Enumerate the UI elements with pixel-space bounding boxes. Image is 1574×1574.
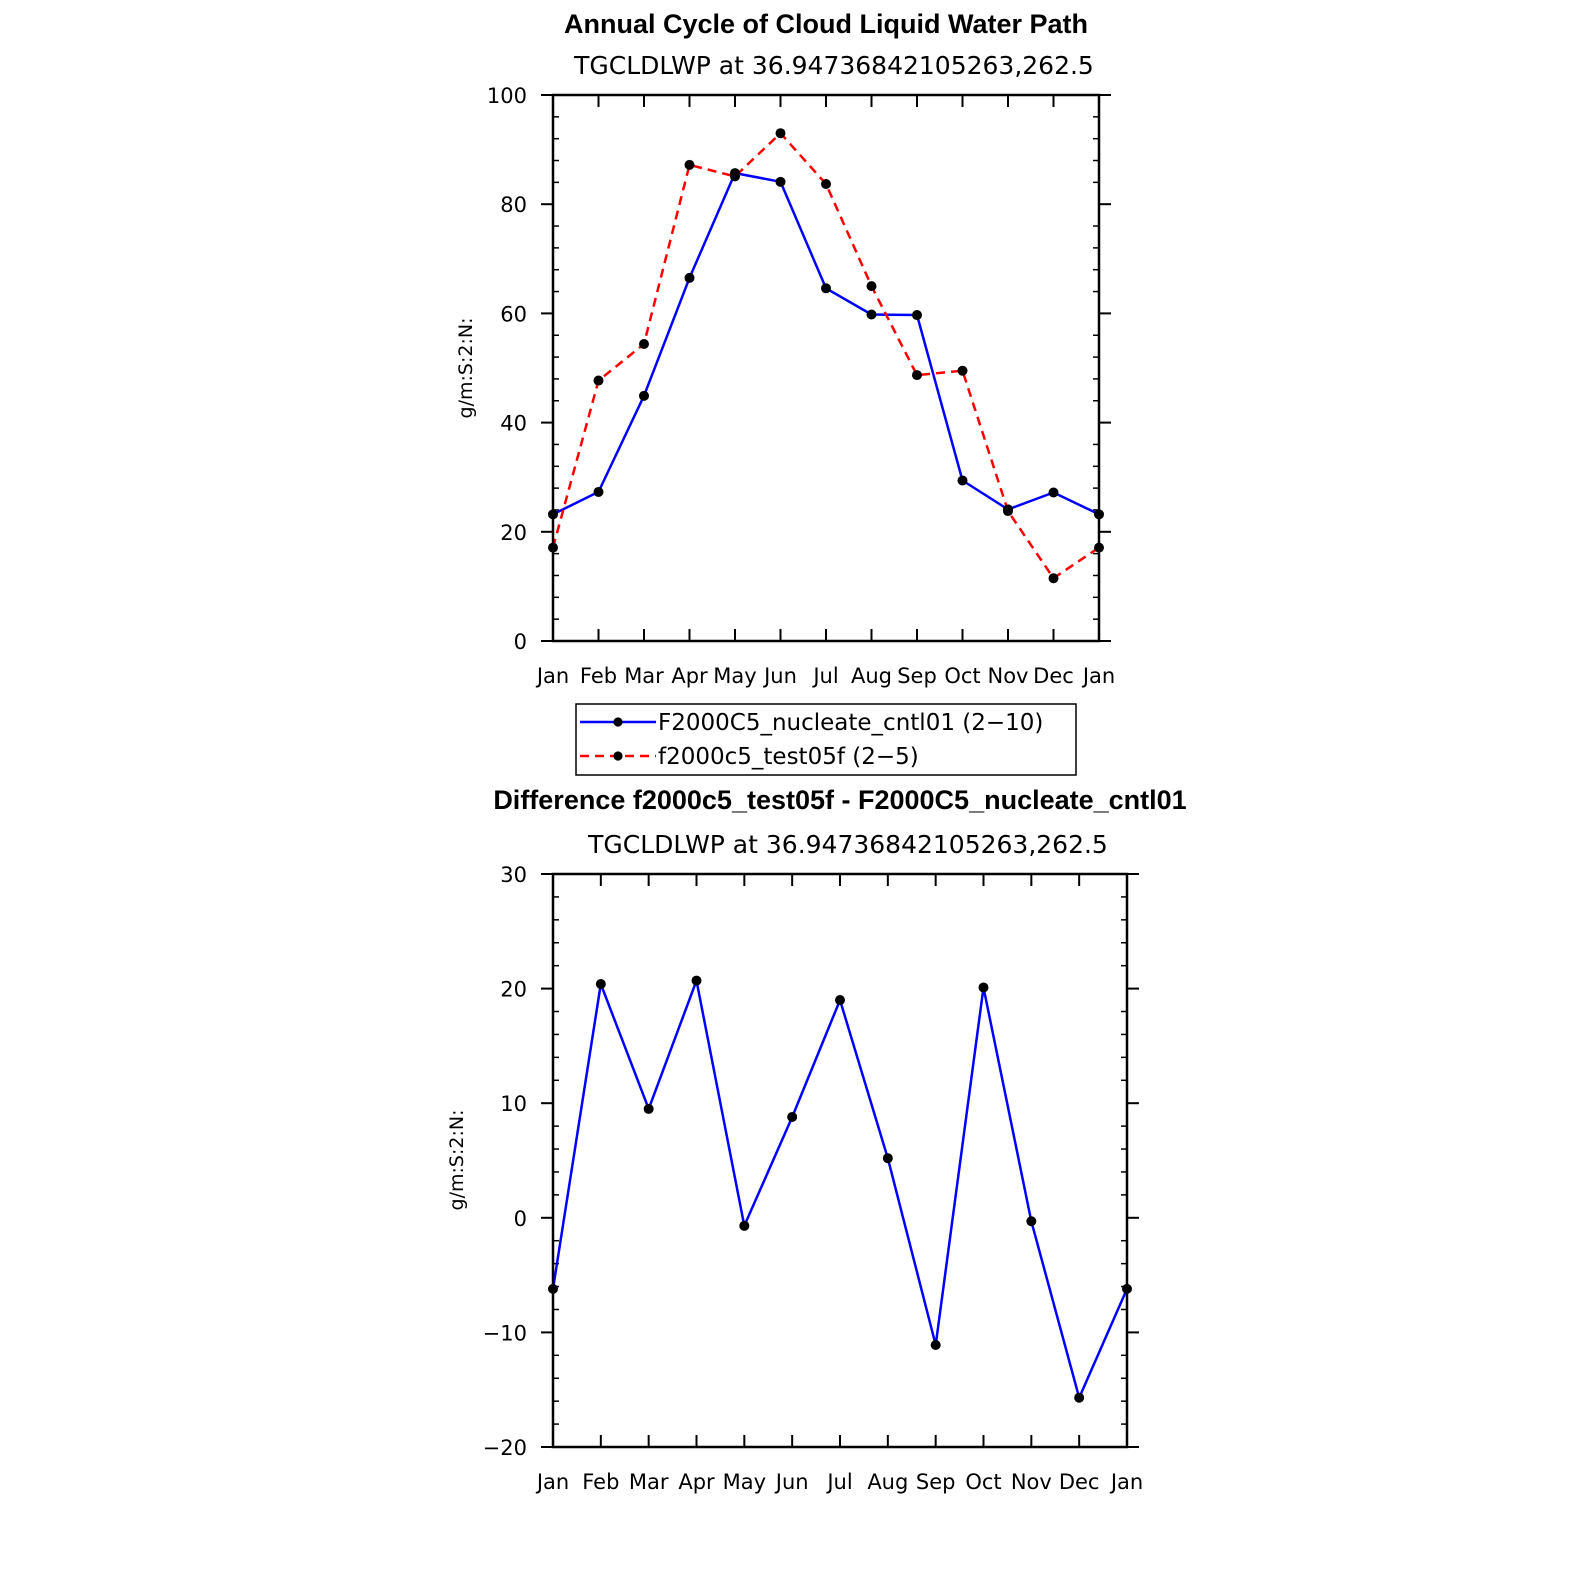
y-tick-label: 100 <box>487 84 527 108</box>
x-tick-label: Mar <box>629 1470 669 1494</box>
series-lines <box>551 131 1100 580</box>
data-point <box>595 979 606 990</box>
data-point <box>1048 487 1059 498</box>
data-point <box>821 283 831 294</box>
data-point <box>643 1103 654 1114</box>
x-tick-label: Dec <box>1033 664 1074 688</box>
data-point <box>978 982 989 993</box>
legend-label-test05f: f2000c5_test05f (2−5) <box>658 744 919 770</box>
data-point <box>912 370 922 381</box>
x-tick-label: Apr <box>671 664 708 688</box>
x-tick-label: Aug <box>851 664 892 688</box>
data-point <box>912 310 922 321</box>
x-tick-label: Feb <box>580 664 617 688</box>
y-tick-label: −20 <box>483 1436 527 1460</box>
data-point <box>730 171 740 182</box>
y-tick-label: 0 <box>514 1207 527 1231</box>
x-tick-label: Jan <box>1109 1470 1143 1494</box>
x-tick-label: Nov <box>1011 1470 1052 1494</box>
x-tick-label: May <box>713 664 756 688</box>
x-tick-label: Dec <box>1059 1470 1100 1494</box>
data-point <box>866 281 877 292</box>
data-point <box>1026 1216 1037 1227</box>
series-line <box>551 979 1129 1399</box>
data-point <box>593 486 604 497</box>
chart-title: Annual Cycle of Cloud Liquid Water Path <box>564 9 1088 39</box>
y-tick-label: 40 <box>500 412 527 436</box>
x-tick-label: Oct <box>944 664 980 688</box>
legend-label-cntl01: F2000C5_nucleate_cntl01 (2−10) <box>658 710 1043 736</box>
annual-cycle-panel: Annual Cycle of Cloud Liquid Water Path … <box>455 9 1115 688</box>
y-axis-label: g/m:S:2:N: <box>455 318 477 419</box>
x-tick-labels: Jan Feb Mar Apr May Jun Jul Aug Sep Oct Nov Dec Jan <box>535 664 1115 688</box>
x-tick-label: Jun <box>774 1470 809 1494</box>
data-point <box>835 995 845 1006</box>
x-tick-label: Jul <box>825 1470 852 1494</box>
legend: F2000C5_nucleate_cntl01 (2−10) f2000c5_t… <box>575 703 1077 776</box>
data-point <box>882 1153 893 1164</box>
x-tick-label: Feb <box>582 1470 619 1494</box>
y-tick-label: 0 <box>514 630 527 654</box>
data-point <box>775 176 786 187</box>
x-tick-label: Apr <box>678 1470 715 1494</box>
x-tick-label: May <box>723 1470 766 1494</box>
data-point <box>957 365 968 376</box>
x-tick-labels: Jan Feb Mar Apr May Jun Jul Aug Sep Oct Nov Dec Jan <box>535 1470 1143 1494</box>
y-tick-label: 20 <box>500 521 527 545</box>
tick-marks <box>541 94 1111 642</box>
y-tick-label: −10 <box>483 1321 527 1345</box>
y-tick-label: 30 <box>500 863 527 887</box>
y-tick-label: 20 <box>500 978 527 1002</box>
data-point <box>639 338 649 349</box>
legend-marker-test05f <box>613 751 623 761</box>
plot-frame <box>551 93 1101 643</box>
y-axis-label: g/m:S:2:N: <box>446 1110 468 1211</box>
x-tick-label: Sep <box>897 664 937 688</box>
series-lines <box>551 979 1129 1399</box>
chart-subtitle: TGCLDLWP at 36.94736842105263,262.5 <box>587 830 1108 859</box>
data-point <box>866 309 877 320</box>
series-line <box>551 131 1100 580</box>
x-tick-label: Jan <box>535 1470 569 1494</box>
x-tick-label: Sep <box>916 1470 956 1494</box>
plot-frame <box>551 872 1129 1449</box>
chart-subtitle: TGCLDLWP at 36.94736842105263,262.5 <box>573 51 1094 80</box>
data-point <box>1048 573 1059 584</box>
chart-title: Difference f2000c5_test05f - F2000C5_nuc… <box>493 785 1186 815</box>
x-tick-label: Jul <box>811 664 838 688</box>
x-tick-label: Jan <box>535 664 569 688</box>
series-markers <box>548 975 1132 1403</box>
tick-marks <box>541 873 1139 1448</box>
data-point <box>821 178 831 189</box>
y-tick-labels: 0 20 40 60 80 100 <box>487 84 527 654</box>
data-point <box>775 128 786 139</box>
series-line <box>552 171 1100 516</box>
data-point <box>684 159 695 170</box>
x-tick-label: Mar <box>624 664 664 688</box>
data-point <box>930 1340 941 1351</box>
x-tick-label: Oct <box>965 1470 1001 1494</box>
x-tick-label: Nov <box>988 664 1029 688</box>
data-point <box>684 272 695 283</box>
data-point <box>739 1220 750 1231</box>
data-point <box>787 1111 798 1122</box>
data-point <box>1003 506 1013 517</box>
difference-panel: Difference f2000c5_test05f - F2000C5_nuc… <box>446 785 1187 1494</box>
legend-box <box>575 703 1077 776</box>
x-tick-label: Jun <box>762 664 797 688</box>
y-tick-label: 10 <box>500 1092 527 1116</box>
x-tick-label: Jan <box>1081 664 1115 688</box>
series-markers <box>548 128 1104 584</box>
legend-marker-cntl01 <box>613 717 623 727</box>
data-point <box>1074 1392 1085 1403</box>
x-tick-label: Aug <box>867 1470 908 1494</box>
data-point <box>593 375 604 386</box>
y-tick-label: 60 <box>500 302 527 326</box>
y-tick-labels: −20 −10 0 10 20 30 <box>483 863 527 1460</box>
y-tick-label: 80 <box>500 193 527 217</box>
data-point <box>957 475 968 486</box>
data-point <box>691 975 702 986</box>
data-point <box>639 390 649 401</box>
